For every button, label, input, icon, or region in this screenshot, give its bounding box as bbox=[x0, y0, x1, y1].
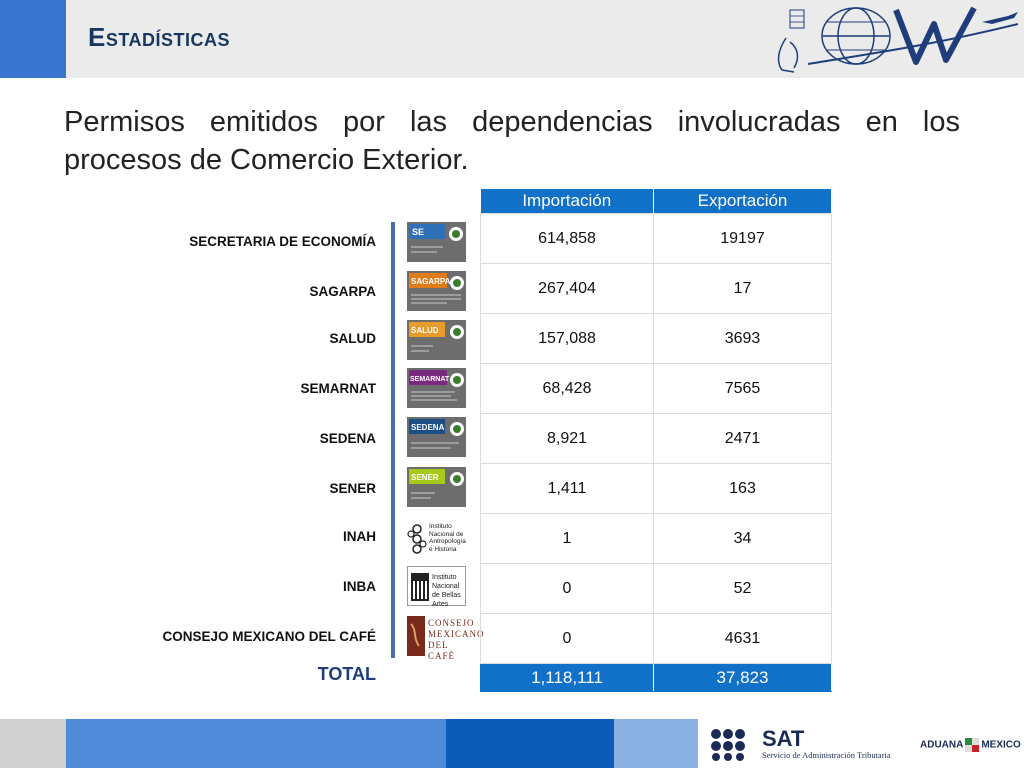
cell-importacion: 8,921 bbox=[480, 413, 654, 464]
sedena-logo-icon: SEDENA bbox=[407, 417, 466, 457]
svg-text:SEDENA: SEDENA bbox=[411, 423, 445, 432]
footer-block-gray bbox=[0, 719, 66, 768]
table-row: 68,428 7565 bbox=[480, 363, 832, 414]
cafe-logo-line2: MEXICANO bbox=[428, 629, 485, 639]
footer-block-light-blue bbox=[614, 719, 698, 768]
agency-label-inba: INBA bbox=[343, 579, 376, 594]
inah-logo-text: Instituto Nacional de Antropología e His… bbox=[429, 523, 466, 553]
cell-importacion: 1,411 bbox=[480, 463, 654, 514]
agency-label-sedena: SEDENA bbox=[319, 431, 376, 446]
inba-logo-icon: Instituto Nacional de Bellas Artes bbox=[407, 566, 466, 608]
sat-subtitle: Servicio de Administración Tributaria bbox=[762, 750, 891, 760]
table-row: 1,411 163 bbox=[480, 463, 832, 514]
cell-exportacion: 7565 bbox=[653, 363, 832, 414]
cafe-logo-line3: DEL CAFÉ bbox=[428, 640, 456, 661]
agency-label-sagarpa: SAGARPA bbox=[309, 284, 376, 299]
table-row: 614,858 19197 bbox=[480, 213, 832, 264]
sagarpa-logo-icon: SAGARPA bbox=[407, 271, 466, 311]
cafe-logo-text: CONSEJO MEXICANO DEL CAFÉ bbox=[428, 618, 485, 662]
table-row: 0 52 bbox=[480, 563, 832, 614]
divider-bar bbox=[391, 222, 395, 658]
slide-heading: Permisos emitidos por las dependencias i… bbox=[64, 103, 960, 179]
cafe-logo-icon: CONSEJO MEXICANO DEL CAFÉ bbox=[407, 616, 484, 661]
total-exportacion: 37,823 bbox=[653, 663, 832, 692]
trade-logo-icon bbox=[777, 6, 1019, 73]
cell-importacion: 1 bbox=[480, 513, 654, 564]
svg-text:SALUD: SALUD bbox=[411, 326, 439, 335]
agency-label-inah: INAH bbox=[343, 529, 376, 544]
cell-importacion: 267,404 bbox=[480, 263, 654, 314]
sat-emblem-icon bbox=[711, 729, 745, 761]
total-label: TOTAL bbox=[317, 664, 376, 684]
table-row: 8,921 2471 bbox=[480, 413, 832, 464]
table-row: 157,088 3693 bbox=[480, 313, 832, 364]
cell-exportacion: 163 bbox=[653, 463, 832, 514]
col-header-importacion: Importación bbox=[480, 189, 654, 214]
cell-exportacion: 34 bbox=[653, 513, 832, 564]
inba-logo-text: Instituto Nacional de Bellas Artes bbox=[432, 574, 461, 608]
slide-heading-line1: Permisos emitidos por las dependencias i… bbox=[64, 106, 960, 138]
cell-importacion: 0 bbox=[480, 563, 654, 614]
aduana-mexico-logo: ADUANA MEXICO bbox=[920, 738, 1021, 752]
footer-block-dark-blue bbox=[446, 719, 614, 768]
cell-exportacion: 2471 bbox=[653, 413, 832, 464]
cell-exportacion: 52 bbox=[653, 563, 832, 614]
total-importacion: 1,118,111 bbox=[480, 663, 654, 692]
cell-importacion: 157,088 bbox=[480, 313, 654, 364]
agency-label-salud: SALUD bbox=[329, 331, 377, 346]
table-row: 267,404 17 bbox=[480, 263, 832, 314]
cafe-logo-line1: CONSEJO bbox=[428, 618, 475, 628]
inah-logo-icon: Instituto Nacional de Antropología e His… bbox=[407, 517, 466, 557]
cell-importacion: 614,858 bbox=[480, 213, 654, 264]
aduana-text: ADUANA bbox=[920, 739, 964, 751]
table-row: 0 4631 bbox=[480, 613, 832, 664]
se-logo-icon: SE bbox=[407, 222, 466, 262]
slide-heading-line2: procesos de Comercio Exterior. bbox=[64, 144, 469, 176]
page-title: Estadísticas bbox=[88, 22, 231, 52]
header-accent-bar bbox=[0, 0, 66, 78]
header-band bbox=[0, 0, 1024, 78]
agency-label-sener: SENER bbox=[329, 481, 376, 496]
cell-importacion: 0 bbox=[480, 613, 654, 664]
cell-exportacion: 4631 bbox=[653, 613, 832, 664]
svg-text:SAGARPA: SAGARPA bbox=[411, 277, 451, 286]
table-total-row: 1,118,111 37,823 bbox=[480, 663, 832, 692]
agency-label-semarnat: SEMARNAT bbox=[300, 381, 377, 396]
svg-text:SE: SE bbox=[412, 227, 424, 237]
sat-logo-text: SAT bbox=[762, 726, 805, 751]
cell-exportacion: 19197 bbox=[653, 213, 832, 264]
col-header-exportacion: Exportación bbox=[653, 189, 832, 214]
footer-block-blue bbox=[66, 719, 446, 768]
cell-exportacion: 17 bbox=[653, 263, 832, 314]
cell-exportacion: 3693 bbox=[653, 313, 832, 364]
aduana-cross-icon bbox=[965, 738, 980, 752]
agency-label-economia: SECRETARIA DE ECONOMÍA bbox=[189, 234, 376, 249]
svg-text:SEMARNAT: SEMARNAT bbox=[410, 376, 450, 383]
cell-importacion: 68,428 bbox=[480, 363, 654, 414]
table-row: 1 34 bbox=[480, 513, 832, 564]
semarnat-logo-icon: SEMARNAT bbox=[407, 368, 466, 408]
agency-label-cafe: CONSEJO MEXICANO DEL CAFÉ bbox=[162, 629, 376, 644]
sener-logo-icon: SENER bbox=[407, 467, 466, 507]
salud-logo-icon: SALUD bbox=[407, 320, 466, 360]
mexico-text: MEXICO bbox=[981, 739, 1021, 751]
table-header-row: Importación Exportación bbox=[480, 189, 832, 214]
svg-text:SENER: SENER bbox=[411, 473, 439, 482]
permits-table: Importación Exportación 614,858 19197 267… bbox=[480, 189, 832, 692]
